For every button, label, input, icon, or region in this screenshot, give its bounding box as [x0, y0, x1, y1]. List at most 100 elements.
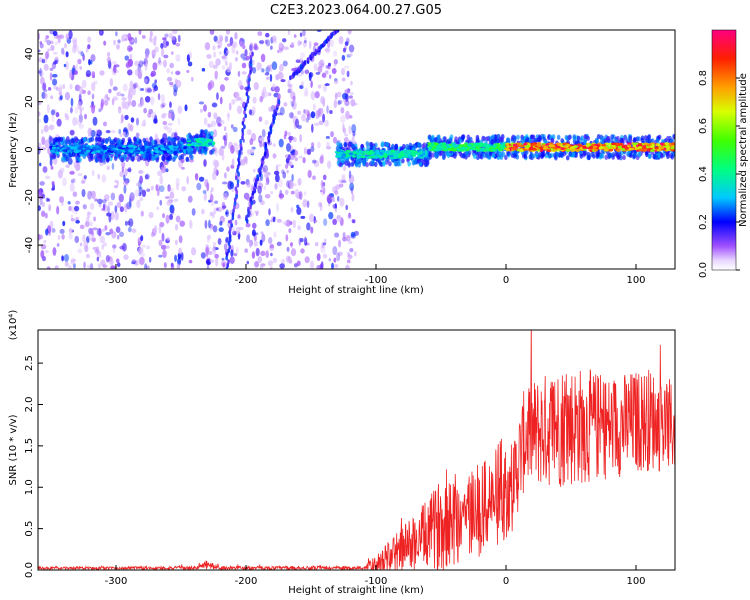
heatmap-cell [241, 62, 247, 69]
heatmap-cell [63, 253, 69, 262]
heatmap-cell [342, 47, 347, 53]
heatmap-cell [279, 106, 285, 116]
heatmap-cell [270, 45, 273, 50]
heatmap-cell [75, 150, 80, 153]
heatmap-cell [236, 164, 240, 170]
heatmap-cell [351, 219, 356, 224]
heatmap-cell [166, 126, 172, 134]
heatmap-cell [126, 201, 132, 210]
heatmap-cell [236, 246, 239, 255]
heatmap-cell [82, 53, 85, 61]
heatmap-cell [112, 244, 117, 249]
heatmap-cell [168, 81, 174, 85]
heatmap-cell [94, 198, 99, 202]
heatmap-cell [137, 237, 141, 245]
heatmap-cell [350, 231, 356, 238]
heatmap-cell [162, 150, 168, 154]
heatmap-cell [576, 135, 581, 141]
heatmap-cell [63, 63, 67, 68]
heatmap-cell [312, 175, 316, 181]
heatmap-cell [86, 73, 91, 77]
heatmap-cell [244, 248, 248, 253]
heatmap-cell [212, 241, 216, 247]
heatmap-cell [270, 252, 273, 257]
heatmap-cell [418, 142, 422, 148]
heatmap-cell [98, 30, 103, 35]
heatmap-cell [525, 144, 531, 148]
heatmap-cell [189, 220, 193, 229]
heatmap-cell [368, 155, 373, 159]
heatmap-cell [320, 153, 324, 160]
heatmap-cell [58, 84, 64, 90]
heatmap-cell [291, 100, 297, 110]
heatmap-cell [208, 60, 214, 69]
heatmap-cell [283, 46, 289, 51]
heatmap-cell [219, 96, 223, 105]
heatmap-cell [206, 182, 210, 192]
heatmap-cell [255, 212, 259, 217]
heatmap-cell [139, 256, 145, 266]
heatmap-cell [139, 151, 144, 155]
heatmap-cell [91, 169, 95, 177]
heatmap-cell [145, 154, 149, 160]
heatmap-cell [491, 148, 496, 152]
heatmap-cell [140, 235, 144, 242]
heatmap-cell [322, 98, 326, 107]
heatmap-cell [535, 152, 539, 158]
heatmap-cell [214, 70, 218, 80]
heatmap-cell [265, 76, 270, 81]
heatmap-cell [332, 199, 336, 203]
heatmap-cell [100, 259, 106, 266]
heatmap-cell [235, 226, 241, 233]
heatmap-cell [144, 95, 151, 103]
heatmap-cell [170, 71, 174, 75]
heatmap-cell [44, 37, 48, 43]
heatmap-cell [83, 261, 86, 269]
heatmap-cell [232, 126, 238, 133]
heatmap-cell [263, 186, 267, 190]
heatmap-cell [226, 166, 230, 172]
heatmap-cell [90, 229, 94, 236]
heatmap-cell [72, 39, 78, 48]
heatmap-cell [154, 79, 158, 84]
heatmap-cell [314, 242, 319, 247]
heatmap-cell [458, 138, 463, 144]
heatmap-cell [151, 49, 156, 58]
heatmap-cell [358, 158, 363, 164]
heatmap-cell [385, 141, 390, 148]
heatmap-cell [206, 133, 210, 139]
heatmap-cell [245, 156, 248, 165]
heatmap-cell [329, 110, 333, 115]
heatmap-cell [52, 247, 57, 256]
heatmap-cell [260, 250, 266, 257]
heatmap-cell [237, 214, 241, 219]
heatmap-cell [348, 170, 352, 180]
heatmap-cell [247, 80, 251, 86]
heatmap-cell [249, 69, 252, 75]
heatmap-cell [264, 120, 269, 126]
heatmap-cell [451, 142, 456, 146]
heatmap-cell [259, 62, 263, 70]
heatmap-cell [347, 254, 353, 260]
heatmap-cell [144, 145, 150, 149]
heatmap-cell [328, 74, 332, 79]
heatmap-cell [90, 155, 94, 161]
heatmap-cell [399, 151, 405, 154]
heatmap-cell [330, 131, 334, 138]
heatmap-cell [169, 191, 175, 199]
heatmap-cell [40, 69, 44, 78]
heatmap-cell [128, 198, 132, 208]
heatmap-cell [174, 132, 178, 139]
heatmap-cell [85, 216, 90, 224]
heatmap-cell [264, 91, 269, 98]
heatmap-cell [231, 158, 235, 166]
heatmap-cell [161, 137, 165, 143]
heatmap-cell [106, 56, 112, 64]
heatmap-cell [435, 148, 440, 152]
heatmap-cell [116, 201, 122, 208]
heatmap-cell [388, 161, 392, 167]
heatmap-cell [89, 104, 96, 109]
heatmap-cell [278, 47, 283, 54]
heatmap-cell [203, 159, 207, 167]
